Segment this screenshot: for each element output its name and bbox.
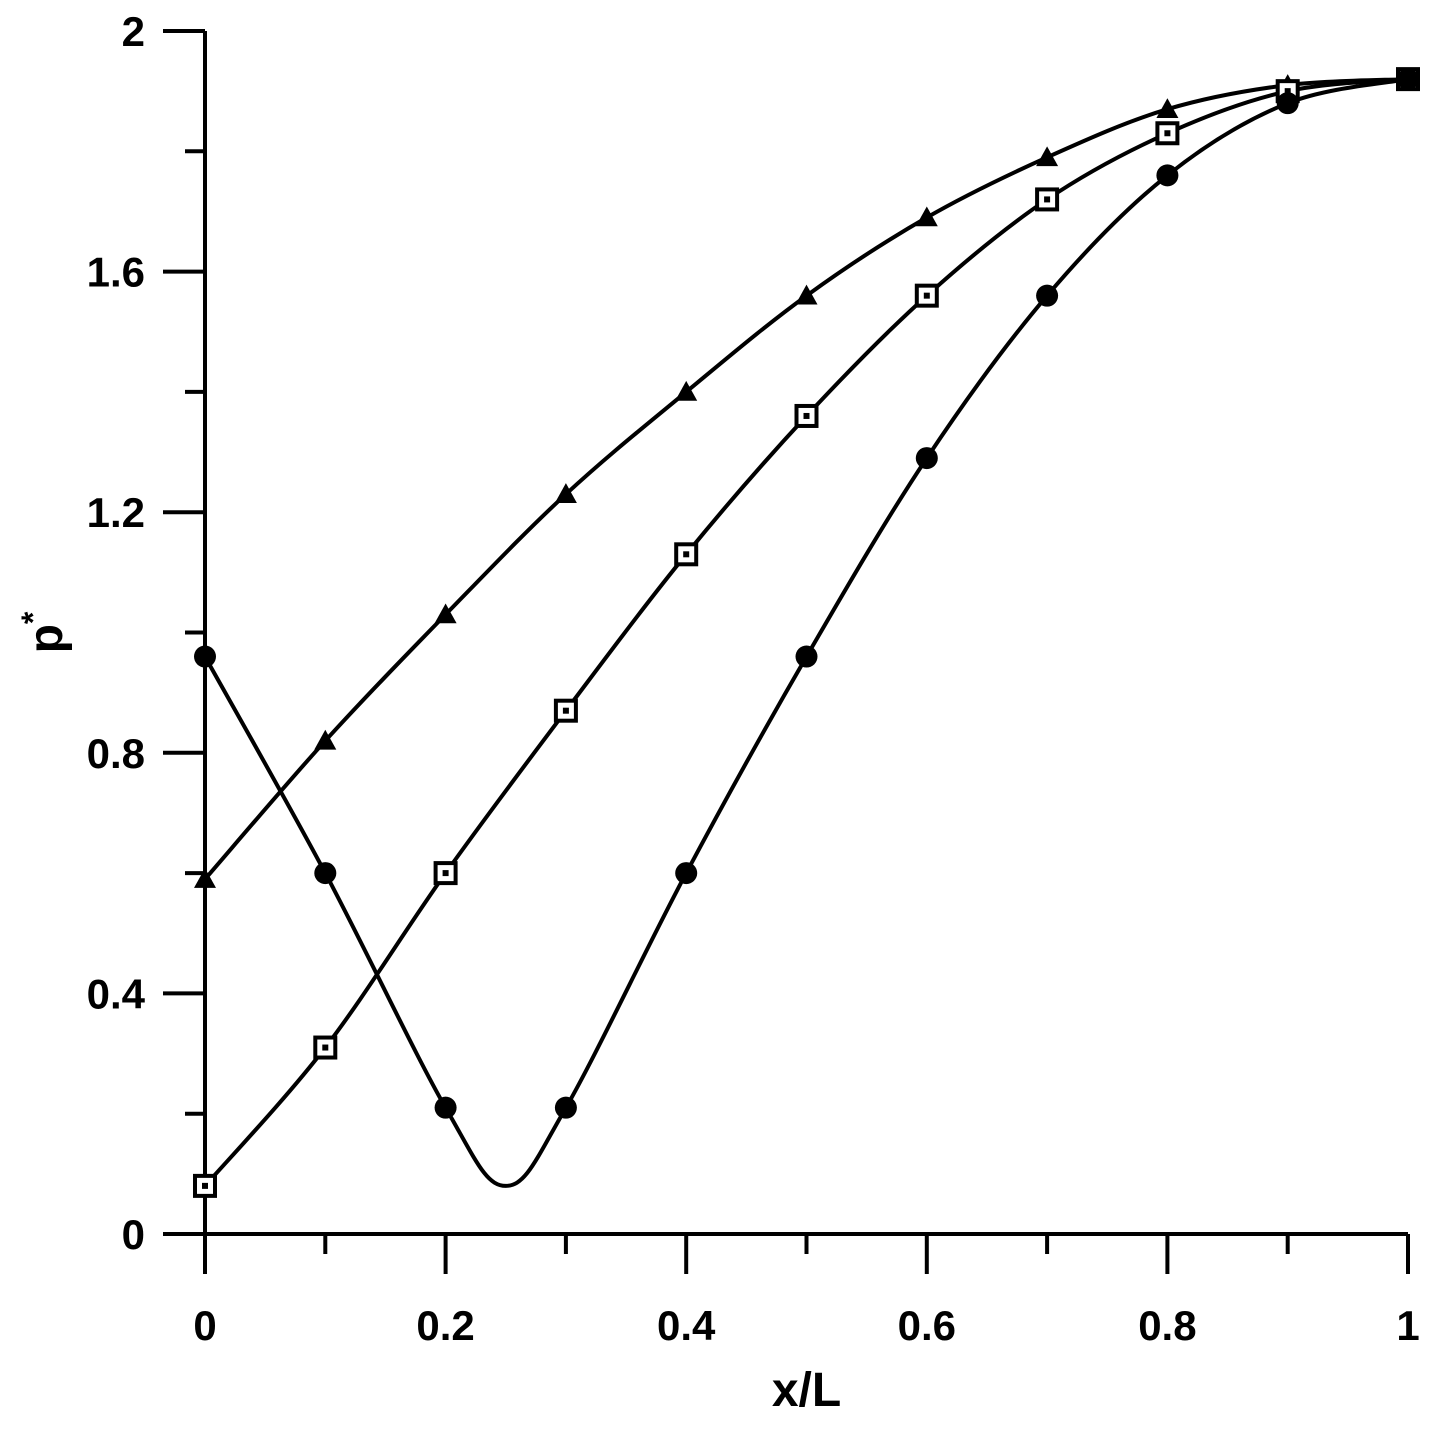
data-point-filled-circle — [1036, 284, 1059, 307]
y-tick-label: 0.8 — [87, 730, 145, 777]
data-point-open-square-center — [322, 1044, 329, 1051]
data-point-triangle — [554, 483, 577, 503]
data-point-filled-circle — [795, 645, 818, 668]
data-point-open-square-center — [1164, 130, 1171, 137]
data-point-triangle — [795, 284, 818, 305]
series-curves — [203, 77, 1409, 1188]
data-point-filled-circle — [434, 1096, 457, 1119]
axes — [163, 31, 1408, 1274]
data-point-open-square-center — [803, 412, 810, 419]
data-point-open-square-center — [1284, 88, 1291, 95]
data-point-triangle — [915, 206, 938, 227]
series-markers — [193, 67, 1420, 1198]
x-axis-title: x/L — [772, 1364, 841, 1417]
y-tick-label: 0.4 — [87, 970, 146, 1017]
tick-labels: 0 0.4 0.8 1.2 1.6 2 0 0.2 0.4 0.6 0.8 1 — [87, 8, 1420, 1349]
y-tick-label: 0 — [122, 1211, 145, 1258]
data-point-open-square-center — [202, 1182, 208, 1189]
data-point-open-square-center — [442, 870, 449, 877]
x-tick-label: 0.2 — [416, 1302, 474, 1349]
data-point-triangle — [434, 603, 457, 624]
data-point-open-square-center — [1044, 196, 1051, 203]
series-line-triangle — [203, 77, 1409, 881]
x-tick-label: 0.6 — [898, 1302, 956, 1349]
y-axis-title: p* — [15, 611, 73, 653]
series-line-open-square — [203, 77, 1409, 1188]
data-point-filled-circle — [1397, 68, 1419, 91]
x-tick-label: 0.4 — [657, 1302, 716, 1349]
data-point-triangle — [675, 380, 698, 401]
data-point-triangle — [1036, 146, 1059, 167]
data-point-open-square-center — [562, 707, 569, 714]
data-point-filled-circle — [675, 862, 698, 885]
data-point-filled-circle — [1156, 164, 1179, 187]
data-point-filled-circle — [554, 1096, 577, 1119]
data-point-triangle — [1156, 98, 1179, 118]
series-line-filled-circle — [203, 77, 1409, 1188]
data-point-open-square-center — [683, 551, 690, 558]
data-point-open-square-center — [923, 292, 930, 299]
y-axis-title-superscript: * — [15, 611, 51, 624]
data-point-filled-circle — [1276, 92, 1299, 115]
y-axis-title-main: p — [20, 624, 73, 653]
y-tick-label: 2 — [122, 8, 145, 55]
x-tick-label: 0 — [193, 1302, 216, 1349]
data-point-triangle — [194, 868, 216, 888]
y-tick-label: 1.6 — [87, 249, 145, 296]
data-point-triangle — [314, 729, 337, 750]
data-point-filled-circle — [314, 862, 337, 885]
y-tick-label: 1.2 — [87, 489, 145, 536]
x-tick-label: 1 — [1396, 1302, 1419, 1349]
data-point-filled-circle — [915, 447, 938, 470]
x-tick-label: 0.8 — [1138, 1302, 1196, 1349]
data-point-filled-circle — [194, 645, 216, 668]
tick-marks — [163, 29, 1410, 1274]
